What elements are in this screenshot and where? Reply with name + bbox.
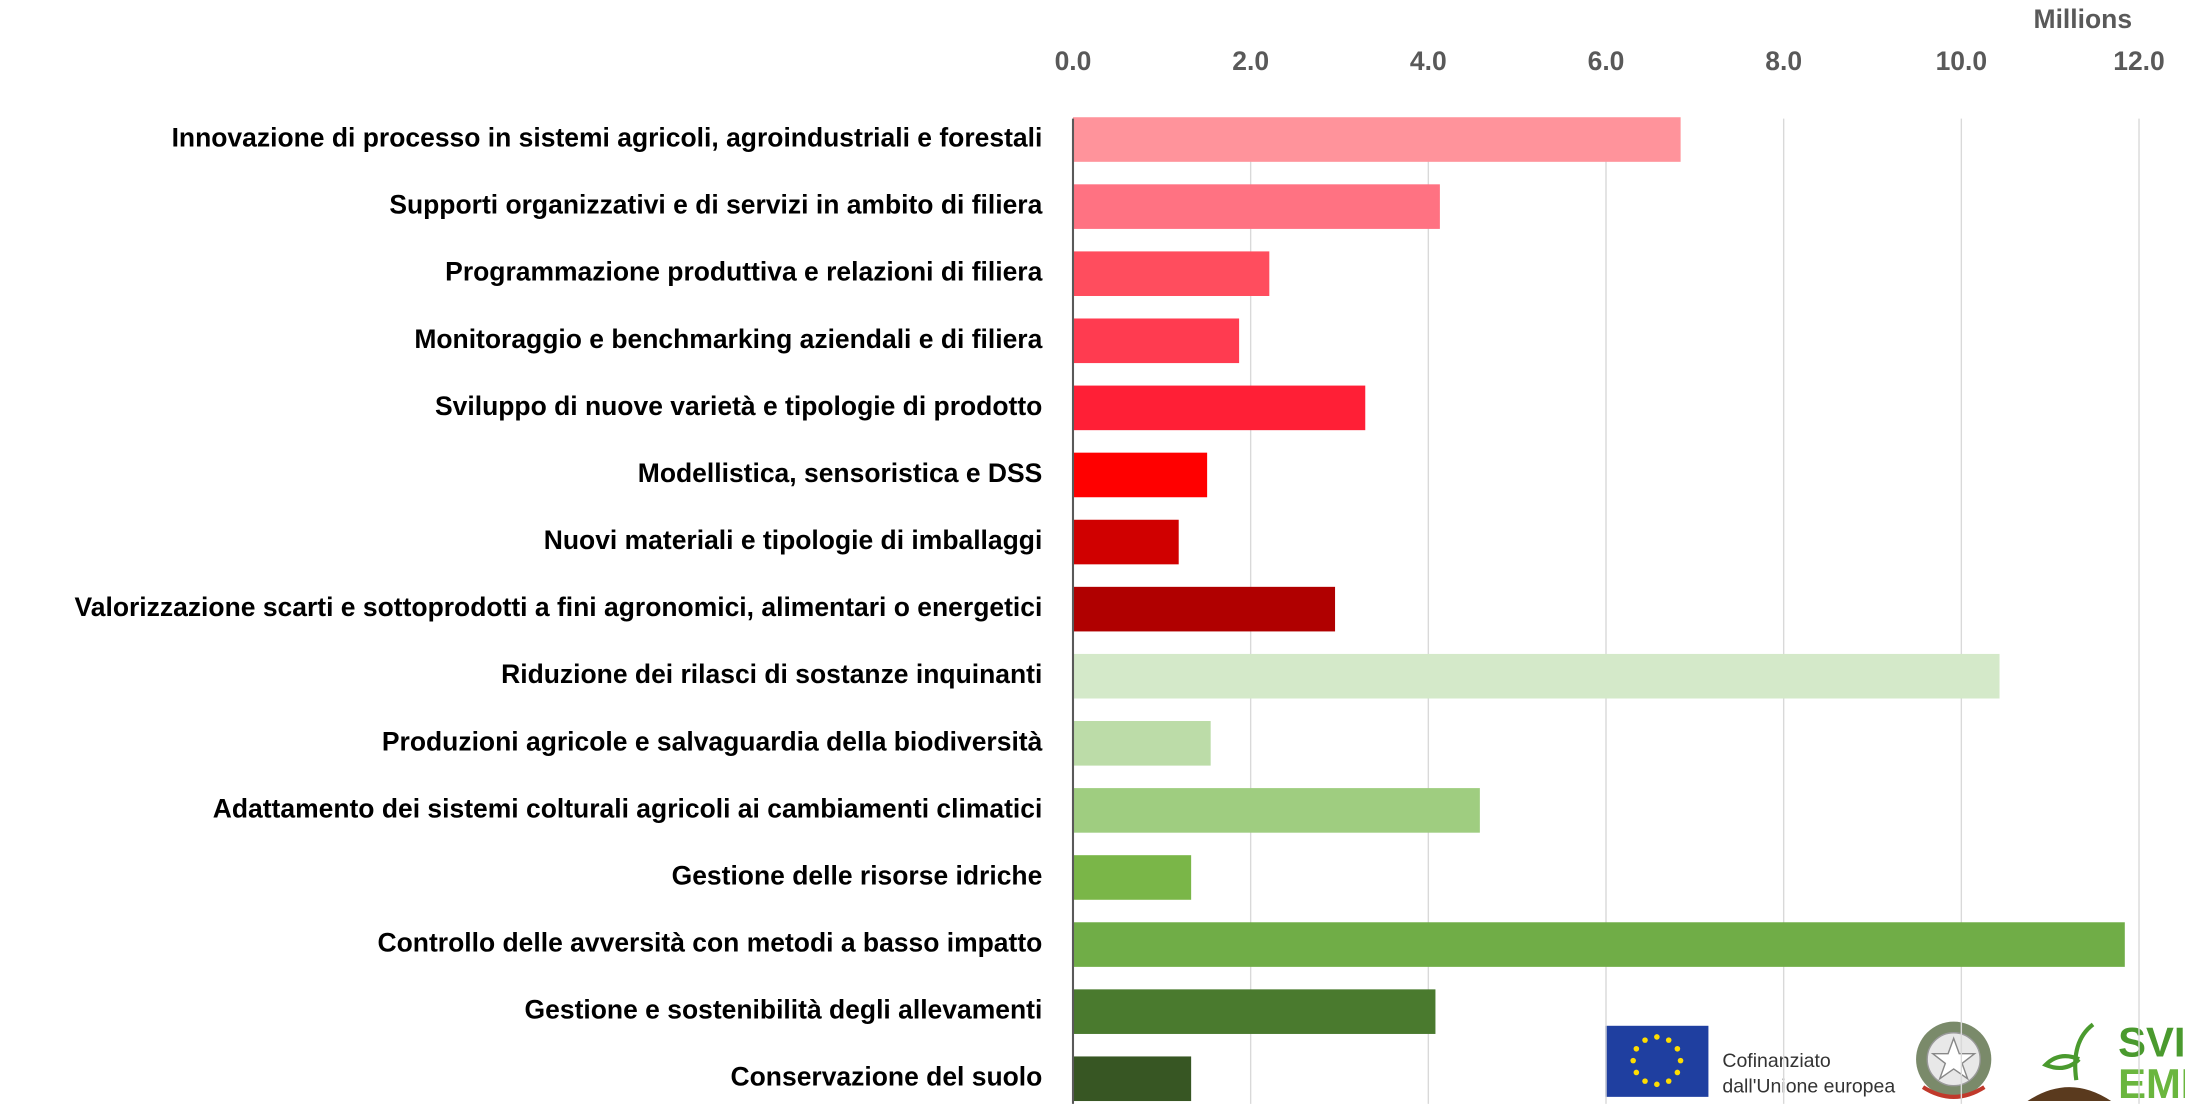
eu-text: Cofinanziato: [1722, 1050, 1831, 1072]
x-tick-label: 12.0: [2113, 46, 2165, 76]
star: [1642, 1037, 1648, 1043]
brand-text: EMIL: [2118, 1060, 2185, 1104]
y-tick-label: Supporti organizzativi e di servizi in a…: [389, 190, 1042, 220]
y-tick-label: Conservazione del suolo: [731, 1062, 1043, 1092]
bar: [1072, 721, 1211, 766]
y-tick-label: Sviluppo di nuove varietà e tipologie di…: [435, 391, 1042, 421]
y-tick-label: Programmazione produttiva e relazioni di…: [445, 257, 1042, 287]
bar: [1072, 788, 1480, 833]
bar: [1072, 855, 1192, 900]
star: [1633, 1045, 1640, 1052]
bar: [1072, 1056, 1192, 1102]
bar: [1072, 519, 1179, 565]
star: [1633, 1069, 1640, 1076]
bar: [1072, 586, 1336, 632]
bar: [1072, 385, 1366, 431]
bar: [1072, 922, 2125, 967]
bar: [1072, 653, 2000, 699]
y-tick-label: Gestione delle risorse idriche: [672, 860, 1043, 890]
eu-logo: Cofinanziato dall'Unione europea: [1605, 1025, 1895, 1097]
y-tick-label: Monitoraggio e benchmarking aziendali e …: [414, 324, 1042, 354]
y-tick-label: Modellistica, sensoristica e DSS: [638, 458, 1043, 488]
unit-label: Millions: [2034, 4, 2133, 34]
x-tick-label: 2.0: [1232, 46, 1269, 76]
star: [1677, 1057, 1684, 1064]
y-tick-label: Controllo delle avversità con metodi a b…: [378, 928, 1043, 958]
star: [1654, 1034, 1660, 1040]
y-tick-label: Valorizzazione scarti e sottoprodotti a …: [75, 592, 1043, 622]
y-tick-label: Produzioni agricole e salvaguardia della…: [382, 726, 1043, 756]
x-tick-label: 8.0: [1765, 46, 1802, 76]
y-tick-label: Gestione e sostenibilità degli allevamen…: [525, 995, 1043, 1025]
y-tick-label: Nuovi materiali e tipologie di imballagg…: [544, 525, 1043, 555]
republic-emblem: [1916, 1021, 1992, 1099]
x-tick-label: 6.0: [1588, 46, 1625, 76]
star: [1665, 1078, 1672, 1084]
brand-text: SVIL: [2118, 1018, 2185, 1065]
eu-stars: [1630, 1034, 1684, 1088]
star: [1674, 1069, 1681, 1076]
y-tick-label: Riduzione dei rilasci di sostanze inquin…: [501, 659, 1042, 689]
star: [1642, 1078, 1648, 1084]
bar: [1072, 117, 1681, 162]
star: [1654, 1081, 1660, 1088]
x-tick-label: 0.0: [1055, 46, 1092, 76]
star: [1674, 1045, 1681, 1052]
eu-text: dall'Unione europea: [1722, 1075, 1895, 1097]
x-tick-label: 10.0: [1936, 46, 1988, 76]
y-tick-label: Adattamento dei sistemi colturali agrico…: [213, 793, 1043, 823]
bar: [1072, 184, 1440, 229]
bar: [1072, 318, 1240, 364]
y-tick-label: Innovazione di processo in sistemi agric…: [172, 123, 1043, 153]
star: [1630, 1057, 1636, 1064]
bar: [1072, 251, 1270, 296]
brand-logo: SVIL EMIL: [2027, 1018, 2185, 1104]
bar: [1072, 989, 1436, 1034]
bar: [1072, 452, 1208, 498]
x-tick-label: 4.0: [1410, 46, 1447, 76]
star: [1665, 1037, 1672, 1043]
